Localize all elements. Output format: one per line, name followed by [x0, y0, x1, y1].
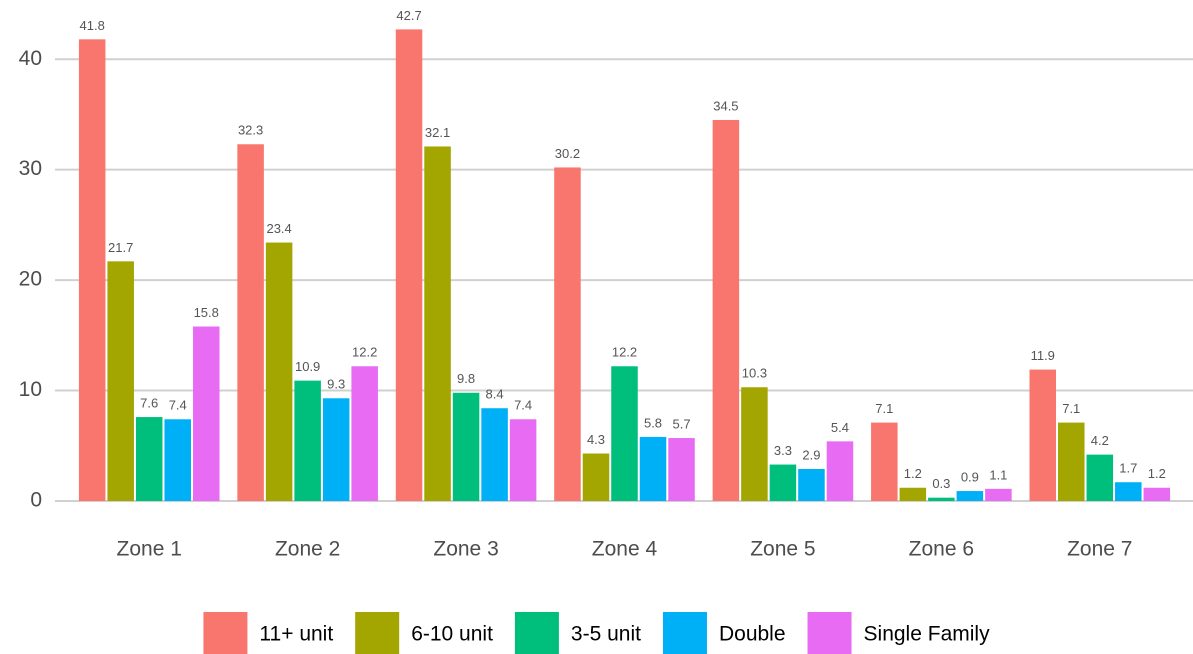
bar	[899, 487, 927, 501]
value-label: 12.2	[612, 345, 637, 360]
y-tick-label: 20	[19, 268, 42, 291]
value-label: 8.4	[486, 387, 504, 402]
bar	[1115, 482, 1142, 501]
value-label: 0.9	[961, 469, 979, 484]
legend-label: 3-5 unit	[571, 623, 641, 646]
x-tick-label: Zone 4	[592, 538, 658, 561]
bar	[509, 419, 537, 501]
bar	[668, 438, 695, 501]
bar	[826, 441, 854, 501]
bar	[741, 387, 768, 501]
bar	[481, 408, 508, 501]
value-label: 5.4	[831, 420, 849, 435]
value-label: 7.1	[875, 401, 893, 416]
y-tick-label: 0	[30, 489, 42, 512]
x-tick-label: Zone 1	[117, 538, 182, 561]
legend-key	[203, 612, 248, 654]
bar	[294, 380, 321, 501]
legend-key	[514, 612, 559, 654]
value-label: 5.7	[672, 416, 690, 431]
value-label: 4.2	[1091, 433, 1109, 448]
bar	[452, 392, 480, 501]
value-label: 32.1	[425, 125, 450, 140]
value-label: 15.8	[194, 305, 219, 320]
value-label: 34.5	[713, 98, 738, 113]
y-tick-label: 10	[19, 378, 42, 401]
value-label: 5.8	[644, 415, 662, 430]
value-label: 23.4	[266, 221, 291, 236]
legend-label: 11+ unit	[259, 623, 333, 646]
bar	[928, 497, 955, 501]
bar	[351, 366, 378, 501]
value-label: 4.3	[587, 432, 605, 447]
x-tick-label: Zone 3	[433, 538, 498, 561]
x-tick-label: Zone 6	[909, 538, 974, 561]
bar	[322, 398, 350, 501]
value-label: 1.7	[1119, 461, 1137, 476]
bar	[611, 366, 638, 501]
y-tick-label: 40	[19, 47, 42, 70]
value-label: 10.3	[742, 366, 767, 381]
bar	[192, 326, 220, 501]
value-label: 3.3	[774, 443, 792, 458]
legend-key	[355, 612, 400, 654]
value-label: 0.3	[932, 476, 950, 491]
value-label: 7.4	[514, 398, 532, 413]
bar	[107, 261, 134, 501]
bar	[639, 436, 667, 501]
value-label: 2.9	[802, 447, 820, 462]
bar	[798, 468, 825, 501]
value-label: 1.2	[904, 466, 922, 481]
legend-label: 6-10 unit	[411, 623, 493, 646]
value-label: 9.3	[327, 377, 345, 392]
value-label: 32.3	[238, 123, 263, 138]
value-label: 41.8	[80, 18, 105, 33]
bar	[164, 419, 191, 501]
bar	[871, 422, 898, 501]
value-label: 30.2	[555, 146, 580, 161]
bar	[395, 29, 423, 501]
bar	[956, 491, 984, 501]
bar	[265, 242, 293, 501]
value-label: 10.9	[295, 359, 320, 374]
value-label: 21.7	[108, 240, 133, 255]
value-label: 12.2	[352, 345, 377, 360]
legend-label: Double	[719, 623, 786, 646]
value-label: 1.2	[1148, 466, 1166, 481]
bar	[712, 119, 740, 501]
value-label: 11.9	[1031, 348, 1055, 363]
value-label: 7.6	[140, 395, 158, 410]
x-tick-label: Zone 5	[750, 538, 815, 561]
value-label: 1.1	[989, 467, 1007, 482]
bar	[1143, 487, 1171, 501]
bar	[554, 167, 581, 502]
x-tick-label: Zone 7	[1067, 538, 1132, 561]
legend-key	[662, 612, 707, 654]
legend-label: Single Family	[864, 623, 991, 646]
bar	[1058, 422, 1085, 501]
legend-key	[807, 612, 852, 654]
bar	[769, 464, 797, 501]
x-tick-label: Zone 2	[275, 538, 340, 561]
value-label: 9.8	[457, 371, 475, 386]
y-tick-label: 30	[19, 157, 42, 180]
bar	[985, 488, 1012, 501]
bar	[1029, 369, 1057, 501]
bar	[424, 146, 451, 501]
value-label: 7.1	[1062, 401, 1080, 416]
value-label: 7.4	[169, 398, 187, 413]
value-label: 42.7	[396, 8, 421, 23]
bar	[582, 453, 610, 501]
bar	[237, 144, 264, 501]
bar	[135, 417, 163, 501]
bar	[1086, 454, 1114, 501]
bar	[78, 39, 106, 501]
